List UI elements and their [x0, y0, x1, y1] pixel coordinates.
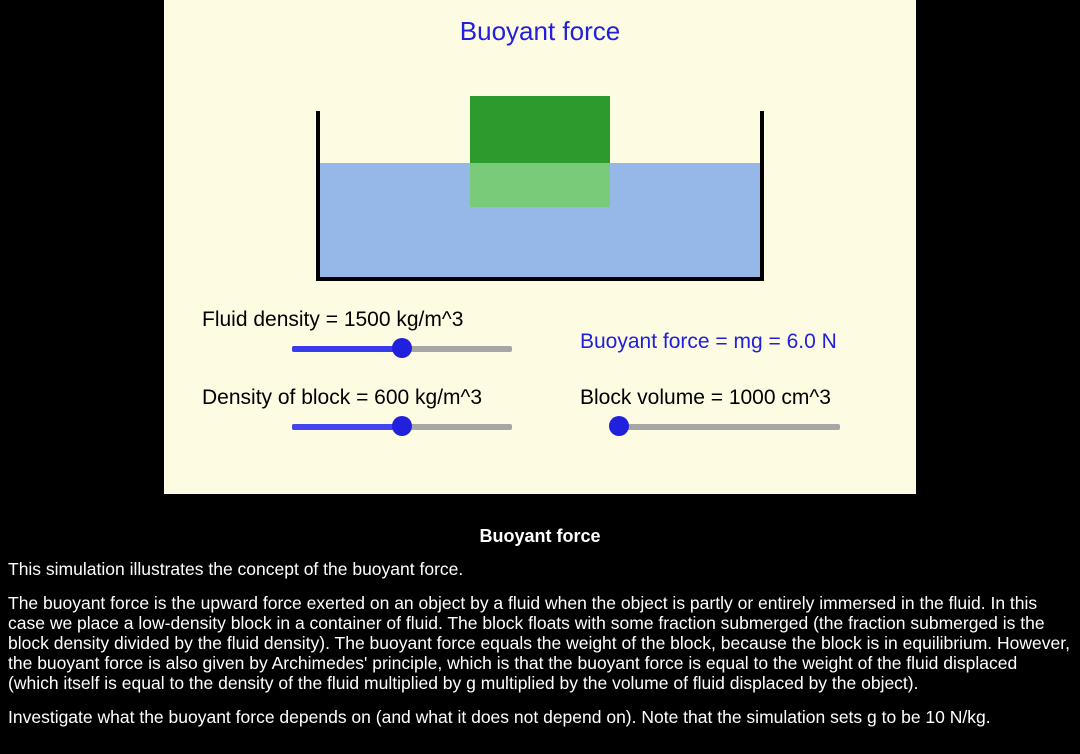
- simulation-panel: Buoyant force Fluid density = 1500 kg/m^…: [164, 0, 916, 494]
- slider-track: [610, 424, 840, 430]
- slider-thumb[interactable]: [392, 338, 412, 358]
- fluid-density-label: Fluid density = 1500 kg/m^3: [202, 308, 572, 332]
- tank-wall-right: [760, 111, 764, 281]
- slider-thumb[interactable]: [609, 416, 629, 436]
- block-density-label: Density of block = 600 kg/m^3: [202, 386, 572, 410]
- description-p2: The buoyant force is the upward force ex…: [8, 593, 1072, 694]
- block-volume-slider[interactable]: [610, 416, 840, 436]
- block-submerged: [470, 163, 610, 207]
- block-volume-label: Block volume = 1000 cm^3: [580, 386, 878, 410]
- block-above-water: [470, 96, 610, 163]
- block-density-slider[interactable]: [292, 416, 512, 436]
- simulation-title: Buoyant force: [164, 0, 916, 47]
- tank-wall-left: [316, 111, 320, 281]
- description-p3: Investigate what the buoyant force depen…: [8, 707, 1072, 727]
- description-area: Buoyant force This simulation illustrate…: [0, 494, 1080, 728]
- description-p1: This simulation illustrates the concept …: [8, 559, 1072, 579]
- fluid-density-slider[interactable]: [292, 338, 512, 358]
- tank-wall-bottom: [316, 277, 764, 281]
- slider-thumb[interactable]: [392, 416, 412, 436]
- controls-area: Fluid density = 1500 kg/m^3 Buoyant forc…: [202, 308, 878, 454]
- slider-fill: [292, 346, 402, 352]
- buoyant-force-readout: Buoyant force = mg = 6.0 N: [580, 330, 878, 354]
- slider-fill: [292, 424, 402, 430]
- description-heading: Buoyant force: [8, 502, 1072, 559]
- fluid-tank: [316, 111, 764, 281]
